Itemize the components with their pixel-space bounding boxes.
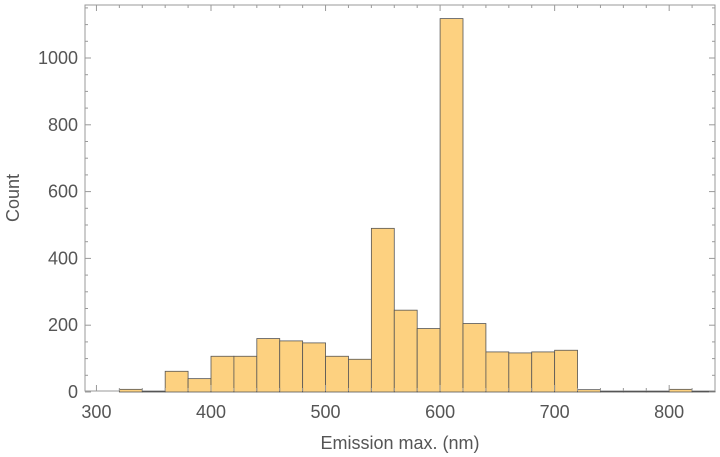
x-tick-label: 500 [311,402,341,422]
histogram-bars [118,18,716,393]
x-tick-label: 700 [540,402,570,422]
y-tick-label: 800 [48,115,78,135]
y-tick-label: 1000 [38,48,78,68]
y-axis-label: Count [3,174,23,222]
histogram-bar [645,390,670,393]
histogram-bar [462,323,487,393]
x-axis-label: Emission max. (nm) [320,433,479,453]
histogram-bar [393,309,418,393]
histogram-bar [302,342,326,393]
histogram-bar [279,340,304,393]
x-axis: 300 400 500 600 700 800 [81,5,693,422]
y-tick-label: 200 [48,315,78,335]
histogram-bar [325,355,349,393]
histogram-bar [554,349,578,393]
y-tick-label: 600 [48,182,78,202]
y-axis: 0 200 400 600 800 1000 [38,7,715,402]
histogram-bar [187,378,212,393]
histogram-bar [256,338,281,393]
histogram-bar [348,358,372,393]
histogram-bar [370,227,395,393]
y-tick-label: 400 [48,248,78,268]
y-tick-label: 0 [68,382,78,402]
x-tick-label: 800 [654,402,684,422]
histogram-bar [531,351,556,393]
x-tick-label: 300 [81,402,111,422]
histogram-bar [439,18,464,393]
histogram-bar [600,390,624,393]
histogram-bar [233,355,258,393]
histogram-bar [210,355,235,393]
histogram-bar [668,388,693,393]
histogram-bar [577,389,601,393]
histogram-bar [508,352,533,393]
histogram-bar [485,351,510,393]
histogram-bar [416,328,441,393]
histogram-bar [164,370,189,393]
histogram-bar [622,390,647,393]
histogram-bar [141,390,166,393]
histogram-bar [118,388,143,393]
x-tick-label: 600 [425,402,455,422]
x-tick-label: 400 [196,402,226,422]
